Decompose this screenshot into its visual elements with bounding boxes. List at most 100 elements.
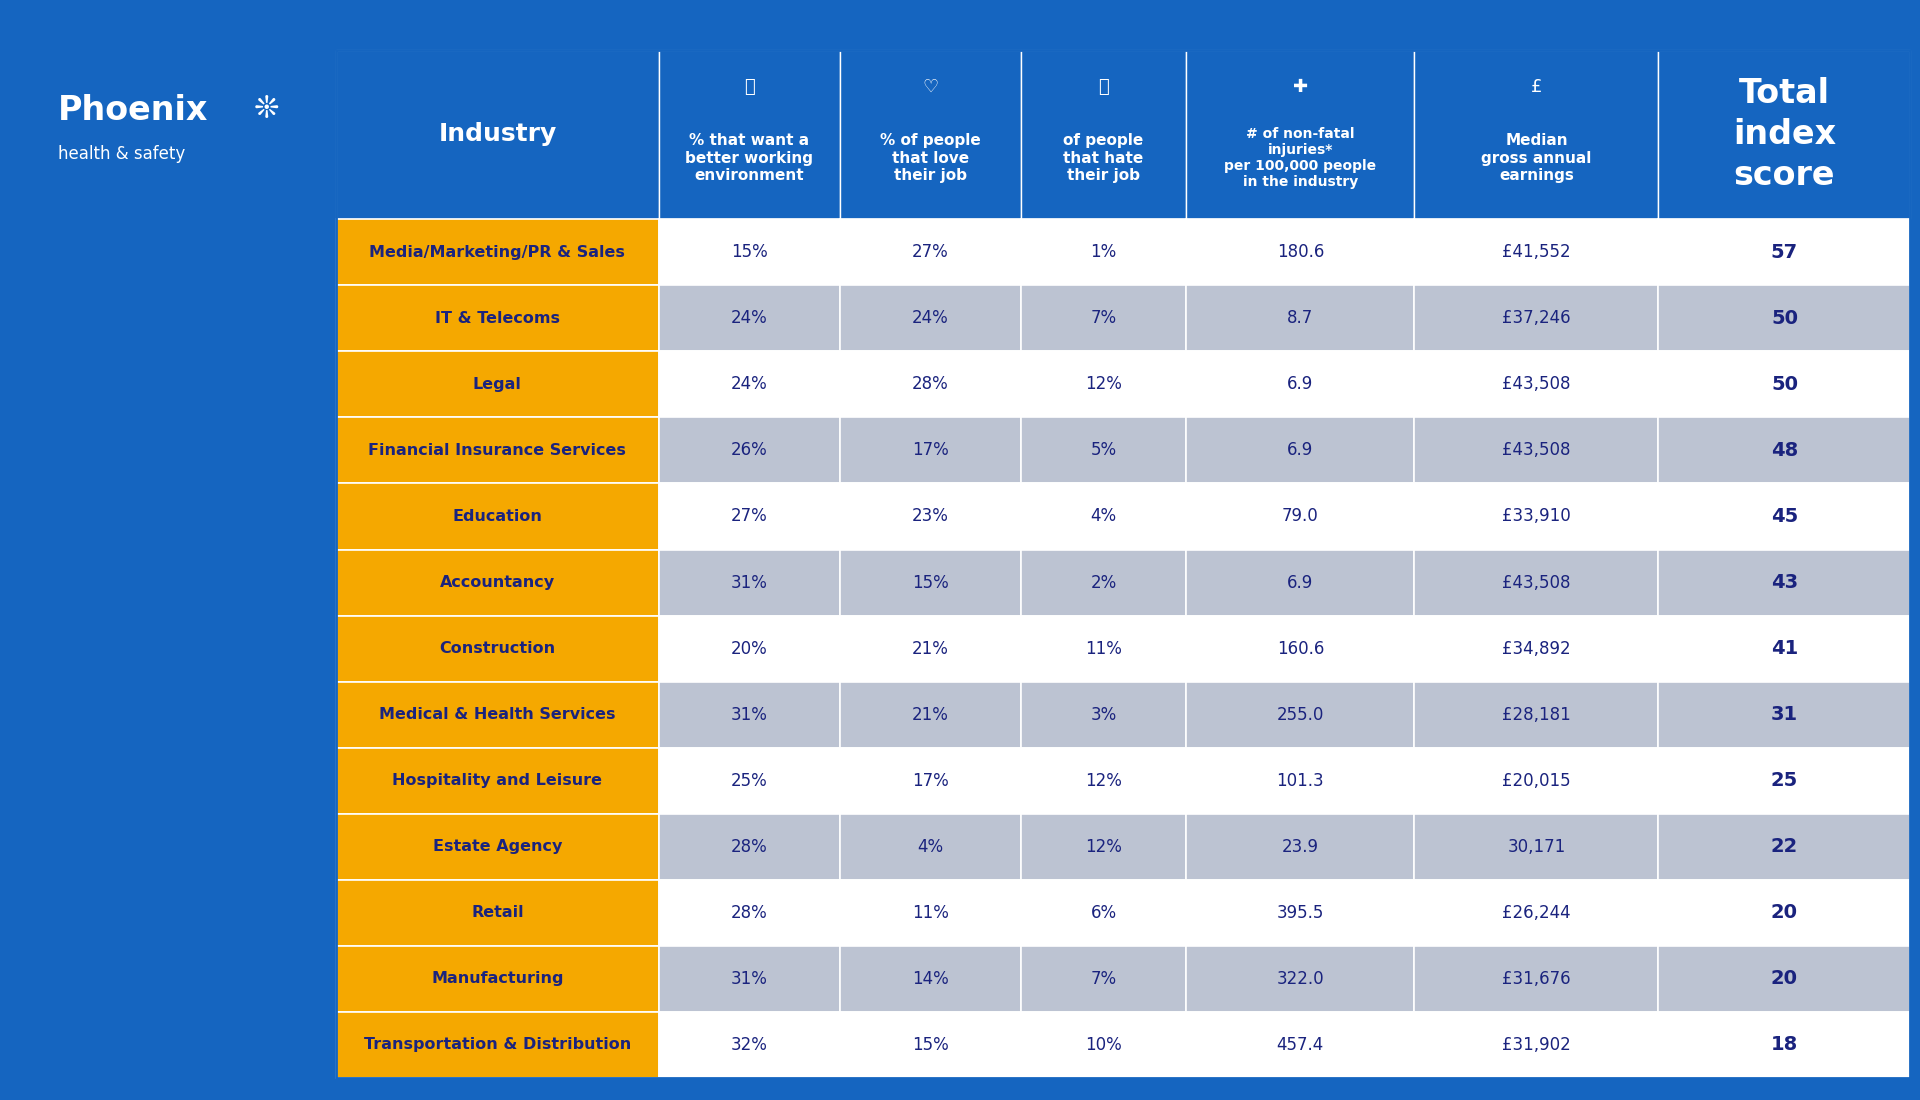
- FancyBboxPatch shape: [659, 880, 839, 946]
- Text: 17%: 17%: [912, 441, 948, 460]
- FancyBboxPatch shape: [1415, 285, 1659, 351]
- FancyBboxPatch shape: [659, 285, 839, 351]
- Text: Retail: Retail: [470, 905, 524, 921]
- Text: 18: 18: [1770, 1035, 1797, 1055]
- Text: 15%: 15%: [912, 573, 948, 592]
- Text: 23.9: 23.9: [1283, 838, 1319, 856]
- Text: 322.0: 322.0: [1277, 970, 1325, 988]
- Text: 11%: 11%: [912, 904, 948, 922]
- FancyBboxPatch shape: [1659, 616, 1910, 682]
- Text: 25: 25: [1770, 771, 1797, 790]
- Text: 28%: 28%: [732, 904, 768, 922]
- Text: 27%: 27%: [912, 243, 948, 261]
- FancyBboxPatch shape: [1415, 483, 1659, 550]
- FancyBboxPatch shape: [839, 946, 1021, 1012]
- Text: 41: 41: [1770, 639, 1797, 658]
- FancyBboxPatch shape: [336, 748, 659, 814]
- FancyBboxPatch shape: [1021, 616, 1187, 682]
- Text: £20,015: £20,015: [1501, 772, 1571, 790]
- FancyBboxPatch shape: [839, 219, 1021, 285]
- FancyBboxPatch shape: [1415, 219, 1659, 285]
- Text: Construction: Construction: [440, 641, 555, 656]
- FancyBboxPatch shape: [1415, 417, 1659, 483]
- FancyBboxPatch shape: [1415, 748, 1659, 814]
- FancyBboxPatch shape: [336, 417, 659, 483]
- Text: 31: 31: [1770, 705, 1797, 724]
- Text: £33,910: £33,910: [1501, 507, 1571, 526]
- Text: 24%: 24%: [732, 309, 768, 328]
- Text: 30,171: 30,171: [1507, 838, 1565, 856]
- Text: 57: 57: [1770, 243, 1797, 262]
- FancyBboxPatch shape: [839, 616, 1021, 682]
- Text: Phoenix: Phoenix: [58, 94, 207, 126]
- FancyBboxPatch shape: [1187, 351, 1415, 417]
- Text: 23%: 23%: [912, 507, 948, 526]
- Text: 💔: 💔: [1098, 78, 1110, 96]
- Text: 31%: 31%: [732, 970, 768, 988]
- Text: 10%: 10%: [1085, 1036, 1121, 1054]
- FancyBboxPatch shape: [1021, 483, 1187, 550]
- Text: 4%: 4%: [1091, 507, 1117, 526]
- FancyBboxPatch shape: [1415, 880, 1659, 946]
- Text: Financial Insurance Services: Financial Insurance Services: [369, 443, 626, 458]
- FancyBboxPatch shape: [1187, 748, 1415, 814]
- FancyBboxPatch shape: [1021, 351, 1187, 417]
- Text: 79.0: 79.0: [1283, 507, 1319, 526]
- Text: ❊: ❊: [253, 96, 278, 124]
- FancyBboxPatch shape: [1021, 946, 1187, 1012]
- Text: 11%: 11%: [1085, 639, 1121, 658]
- Text: 31%: 31%: [732, 573, 768, 592]
- FancyBboxPatch shape: [1021, 219, 1187, 285]
- FancyBboxPatch shape: [1187, 616, 1415, 682]
- FancyBboxPatch shape: [659, 550, 839, 616]
- FancyBboxPatch shape: [1659, 880, 1910, 946]
- Text: 6%: 6%: [1091, 904, 1117, 922]
- FancyBboxPatch shape: [1659, 50, 1910, 219]
- FancyBboxPatch shape: [659, 219, 839, 285]
- Text: of people
that hate
their job: of people that hate their job: [1064, 133, 1144, 183]
- Text: 1%: 1%: [1091, 243, 1117, 261]
- FancyBboxPatch shape: [1021, 880, 1187, 946]
- FancyBboxPatch shape: [336, 946, 659, 1012]
- Text: 160.6: 160.6: [1277, 639, 1325, 658]
- Text: Accountancy: Accountancy: [440, 575, 555, 590]
- FancyBboxPatch shape: [1415, 50, 1659, 219]
- FancyBboxPatch shape: [839, 417, 1021, 483]
- Text: £34,892: £34,892: [1501, 639, 1571, 658]
- FancyBboxPatch shape: [1021, 814, 1187, 880]
- Text: 28%: 28%: [912, 375, 948, 394]
- Text: 27%: 27%: [732, 507, 768, 526]
- Text: 17%: 17%: [912, 772, 948, 790]
- Text: Industry: Industry: [438, 122, 557, 146]
- Text: 50: 50: [1770, 375, 1797, 394]
- FancyBboxPatch shape: [659, 351, 839, 417]
- Text: 22: 22: [1770, 837, 1797, 856]
- FancyBboxPatch shape: [1187, 483, 1415, 550]
- FancyBboxPatch shape: [839, 814, 1021, 880]
- FancyBboxPatch shape: [1187, 682, 1415, 748]
- Text: 395.5: 395.5: [1277, 904, 1325, 922]
- Text: 31%: 31%: [732, 706, 768, 724]
- FancyBboxPatch shape: [659, 946, 839, 1012]
- Text: £31,676: £31,676: [1501, 970, 1571, 988]
- Text: 24%: 24%: [732, 375, 768, 394]
- FancyBboxPatch shape: [1659, 946, 1910, 1012]
- Text: Medical & Health Services: Medical & Health Services: [378, 707, 616, 723]
- FancyBboxPatch shape: [336, 550, 659, 616]
- Text: 21%: 21%: [912, 706, 948, 724]
- Text: 43: 43: [1770, 573, 1797, 592]
- Text: Media/Marketing/PR & Sales: Media/Marketing/PR & Sales: [369, 244, 626, 260]
- FancyBboxPatch shape: [659, 682, 839, 748]
- Text: 6.9: 6.9: [1286, 375, 1313, 394]
- Text: 20%: 20%: [732, 639, 768, 658]
- FancyBboxPatch shape: [1659, 1012, 1910, 1078]
- FancyBboxPatch shape: [336, 814, 659, 880]
- FancyBboxPatch shape: [1187, 219, 1415, 285]
- Text: 12%: 12%: [1085, 375, 1121, 394]
- Text: 🌱: 🌱: [743, 78, 755, 96]
- FancyBboxPatch shape: [1659, 682, 1910, 748]
- FancyBboxPatch shape: [1021, 550, 1187, 616]
- FancyBboxPatch shape: [659, 814, 839, 880]
- Text: 45: 45: [1770, 507, 1797, 526]
- Text: 8.7: 8.7: [1286, 309, 1313, 328]
